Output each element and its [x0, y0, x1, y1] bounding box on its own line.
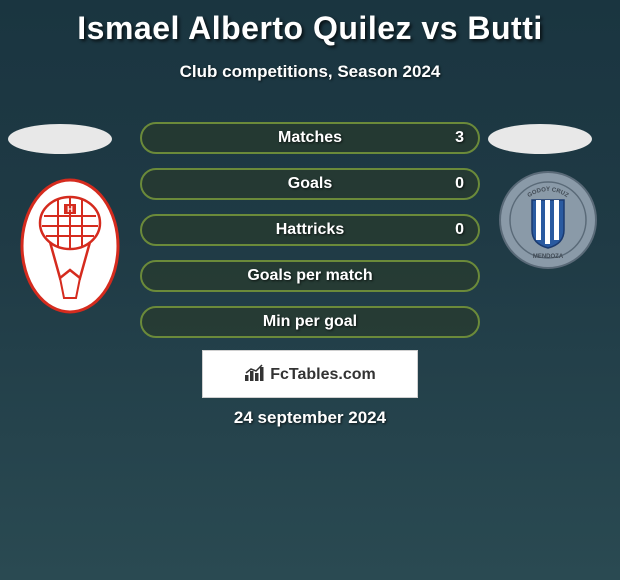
stat-label: Min per goal	[263, 313, 357, 331]
stat-label: Hattricks	[276, 221, 344, 239]
stat-row-goals-per-match: Goals per match	[140, 260, 480, 292]
brand-text: FcTables.com	[270, 366, 376, 383]
stat-row-matches: Matches 3	[140, 122, 480, 154]
stat-right-value: 0	[455, 175, 464, 193]
stat-right-value: 3	[455, 129, 464, 147]
stat-row-min-per-goal: Min per goal	[140, 306, 480, 338]
godoy-cruz-crest-icon: GODOY CRUZ MENDOZA	[498, 170, 598, 270]
brand-box: FcTables.com	[202, 350, 418, 398]
comparison-infographic: Ismael Alberto Quilez vs Butti Club comp…	[0, 0, 620, 580]
footer-date: 24 september 2024	[0, 408, 620, 428]
stat-label: Goals per match	[247, 267, 372, 285]
svg-text:MENDOZA: MENDOZA	[533, 254, 564, 260]
page-title: Ismael Alberto Quilez vs Butti	[0, 10, 620, 47]
huracan-crest-icon: H	[20, 178, 120, 314]
player-right-avatar-placeholder	[488, 124, 592, 154]
stat-row-hattricks: Hattricks 0	[140, 214, 480, 246]
stat-right-value: 0	[455, 221, 464, 239]
club-crest-left: H	[20, 178, 120, 278]
stat-label: Matches	[278, 129, 342, 147]
club-crest-right: GODOY CRUZ MENDOZA	[498, 170, 598, 270]
stat-row-goals: Goals 0	[140, 168, 480, 200]
page-subtitle: Club competitions, Season 2024	[0, 62, 620, 82]
stat-label: Goals	[288, 175, 332, 193]
bar-chart-icon	[244, 364, 266, 382]
player-left-avatar-placeholder	[8, 124, 112, 154]
svg-text:H: H	[67, 205, 73, 214]
brand-logo: FcTables.com	[244, 364, 376, 384]
